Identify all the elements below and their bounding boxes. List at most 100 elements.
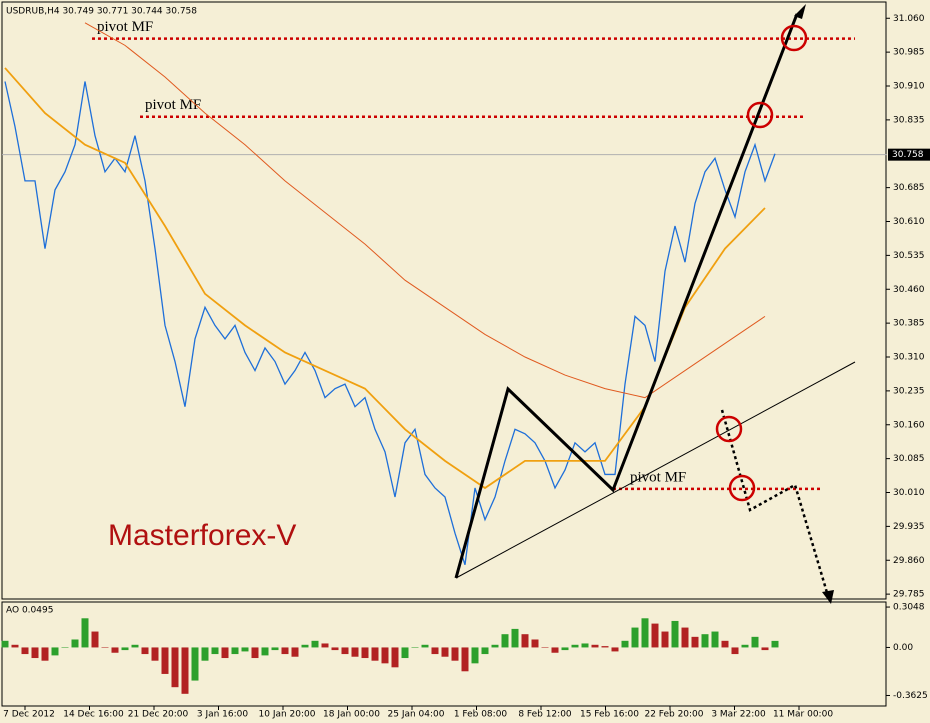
- bar: [61, 647, 69, 648]
- bar: [411, 647, 419, 648]
- bar: [631, 627, 639, 648]
- x-tick-label: 1 Feb 08:00: [454, 710, 508, 720]
- bar: [741, 644, 749, 648]
- x-tick-label: 18 Jan 00:00: [323, 710, 380, 720]
- y-tick-label: 30.535: [893, 251, 925, 261]
- y-tick-label: 30.460: [893, 285, 925, 295]
- y-tick-label: 30.910: [893, 82, 925, 92]
- bar: [321, 643, 329, 648]
- y-tick-label: 0.00: [893, 643, 913, 653]
- pivot-label: pivot MF: [97, 19, 153, 35]
- y-tick-label: 30.610: [893, 217, 925, 227]
- bar: [271, 647, 279, 651]
- bar: [601, 646, 609, 648]
- x-tick-label: 8 Feb 12:00: [518, 710, 572, 720]
- bar: [391, 647, 399, 668]
- bar: [571, 644, 579, 648]
- bar: [31, 647, 39, 659]
- bar: [441, 647, 449, 657]
- bar: [711, 631, 719, 648]
- bar: [91, 631, 99, 648]
- x-tick-label: 25 Jan 04:00: [388, 710, 445, 720]
- watermark: Masterforex-V: [108, 519, 296, 552]
- bar: [161, 647, 169, 674]
- bar: [681, 627, 689, 648]
- chart-title: USDRUB,H4 30.749 30.771 30.744 30.758: [6, 7, 197, 17]
- bar: [521, 634, 529, 648]
- bar: [461, 647, 469, 672]
- bar: [541, 647, 549, 648]
- x-tick-label: 14 Dec 16:00: [63, 710, 124, 720]
- bar: [231, 647, 239, 655]
- x-tick-label: 7 Dec 2012: [3, 710, 55, 720]
- x-tick-label: 15 Feb 16:00: [580, 710, 639, 720]
- bar: [491, 644, 499, 648]
- bar: [591, 644, 599, 648]
- bar: [671, 620, 679, 648]
- bar: [181, 647, 189, 694]
- bar: [101, 647, 109, 648]
- last-price-box: [888, 148, 930, 161]
- y-tick-label: -0.3625: [893, 691, 928, 701]
- marker-circle: [715, 415, 743, 443]
- y-tick-label: 30.310: [893, 353, 925, 363]
- bar: [771, 640, 779, 648]
- arrow-head: [794, 4, 806, 19]
- bar: [371, 647, 379, 661]
- bar: [311, 640, 319, 648]
- bar: [421, 644, 429, 648]
- pivot-label: pivot MF: [630, 469, 686, 485]
- bar: [751, 636, 759, 648]
- y-tick-label: 30.835: [893, 115, 925, 125]
- marker-circle: [780, 24, 808, 52]
- bar: [451, 647, 459, 661]
- bar: [641, 618, 649, 648]
- bar: [731, 647, 739, 655]
- bar: [561, 647, 569, 651]
- bar: [291, 647, 299, 657]
- bar: [131, 644, 139, 648]
- bar: [401, 647, 409, 659]
- x-tick-label: 11 Mar 00:00: [773, 710, 833, 720]
- bar: [41, 647, 49, 661]
- bar: [471, 647, 479, 664]
- x-tick-label: 3 Jan 16:00: [197, 710, 249, 720]
- zigzag: [454, 13, 799, 579]
- bar: [141, 647, 149, 655]
- trend-line: [455, 361, 856, 579]
- marker-circle: [728, 474, 756, 502]
- y-tick-label: 30.160: [893, 420, 925, 430]
- main-panel: [1, 1, 887, 600]
- bar: [531, 639, 539, 648]
- bar: [721, 640, 729, 648]
- bar: [251, 647, 259, 659]
- y-tick-label: 30.085: [893, 454, 925, 464]
- y-tick-label: 29.785: [893, 590, 925, 600]
- bar: [381, 647, 389, 664]
- y-tick-label: 30.985: [893, 48, 925, 58]
- pivot-label: pivot MF: [145, 97, 201, 113]
- last-price-label: 30.758: [892, 150, 924, 160]
- bar: [481, 647, 489, 655]
- y-tick-label: 30.685: [893, 183, 925, 193]
- bar: [501, 634, 509, 648]
- bar: [281, 647, 289, 655]
- bar: [581, 643, 589, 648]
- bar: [431, 647, 439, 655]
- bar: [301, 644, 309, 648]
- bar: [201, 647, 209, 661]
- bar: [611, 647, 619, 652]
- bar: [621, 640, 629, 648]
- y-tick-label: 29.860: [893, 556, 925, 566]
- bar: [361, 647, 369, 659]
- bar: [511, 628, 519, 648]
- marker-circle: [746, 101, 774, 129]
- bar: [21, 647, 29, 655]
- bar: [11, 644, 19, 648]
- x-tick-label: 21 Dec 20:00: [128, 710, 189, 720]
- series-line: [4, 67, 766, 490]
- y-tick-label: 30.010: [893, 488, 925, 498]
- bar: [111, 647, 119, 653]
- x-tick-label: 3 Mar 22:00: [711, 710, 766, 720]
